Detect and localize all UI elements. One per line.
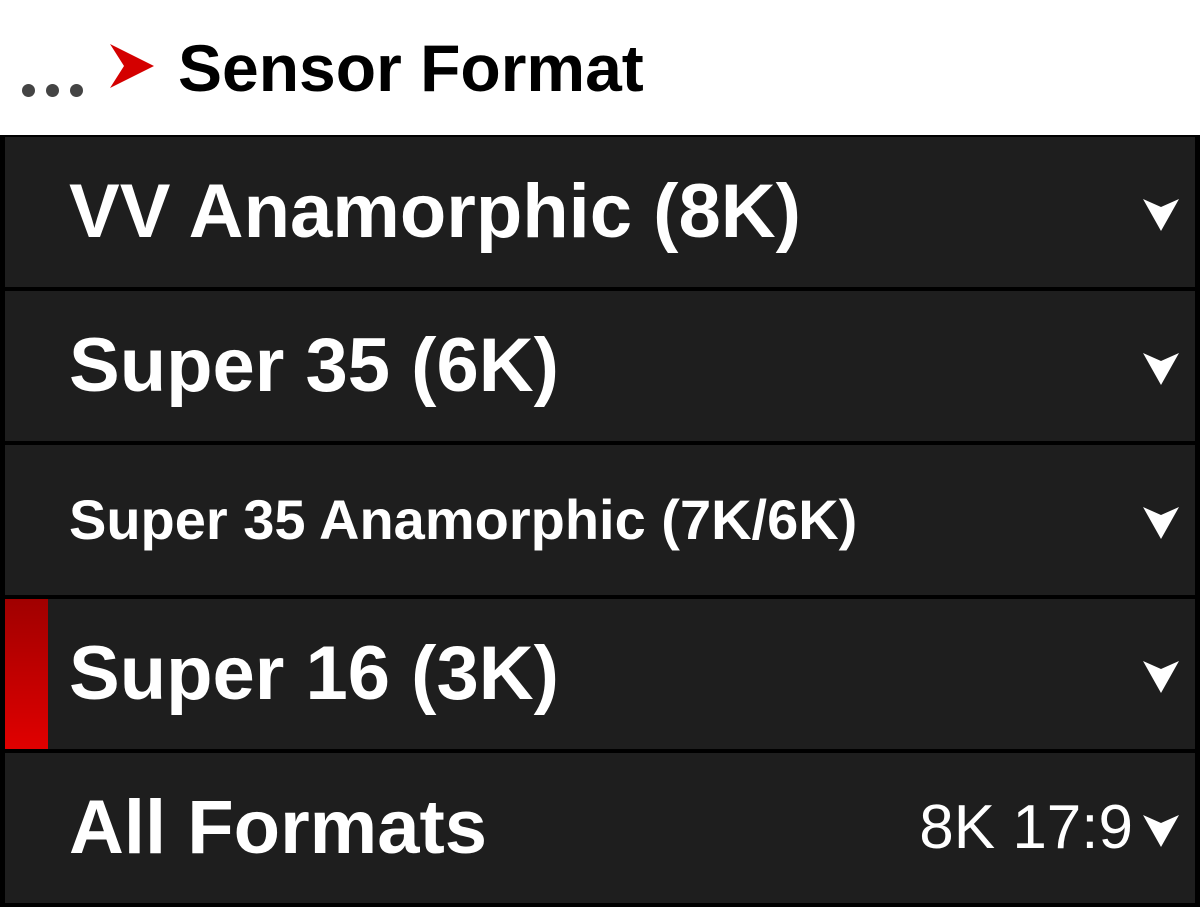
list-item-super-35[interactable]: Super 35 (6K) — [5, 291, 1195, 441]
list-item-super-16[interactable]: Super 16 (3K) — [5, 599, 1195, 749]
page-title: Sensor Format — [178, 31, 644, 105]
chevron-down-icon — [1143, 353, 1179, 385]
chevron-down-icon — [1143, 199, 1179, 231]
chevron-down-icon — [1143, 815, 1179, 847]
chevron-down-icon — [1143, 661, 1179, 693]
list-item-vv-anamorphic[interactable]: VV Anamorphic (8K) — [5, 137, 1195, 287]
chevron-down-icon — [1143, 507, 1179, 539]
list-item-super-35-anamorphic[interactable]: Super 35 Anamorphic (7K/6K) — [5, 445, 1195, 595]
red-arrow-icon — [110, 44, 154, 88]
list-item-all-formats[interactable]: All Formats 8K 17:9 — [5, 753, 1195, 903]
list-item-label: All Formats — [69, 785, 488, 870]
selection-indicator — [5, 599, 48, 749]
sensor-format-list: VV Anamorphic (8K) Super 35 (6K) Super 3… — [5, 137, 1195, 907]
header: Sensor Format — [0, 0, 1200, 135]
list-item-label: Super 35 (6K) — [69, 323, 559, 408]
list-item-label: VV Anamorphic (8K) — [69, 169, 801, 254]
ellipsis-icon[interactable] — [22, 84, 83, 97]
list-item-label: Super 16 (3K) — [69, 631, 559, 716]
list-item-label: Super 35 Anamorphic (7K/6K) — [69, 488, 858, 551]
list-item-value: 8K 17:9 — [919, 793, 1133, 862]
